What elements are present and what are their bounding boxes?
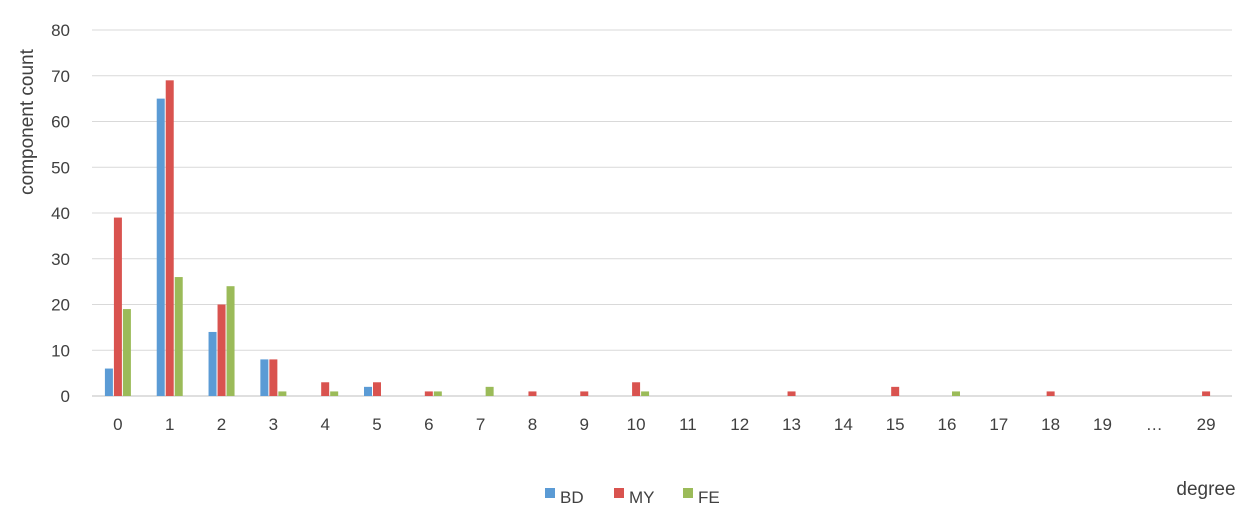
x-tick-label: 13 — [782, 415, 801, 434]
x-tick-label: 8 — [528, 415, 537, 434]
x-tick-label: 6 — [424, 415, 433, 434]
bar-fe — [433, 391, 442, 396]
bar-my — [269, 359, 278, 396]
x-tick-label: 18 — [1041, 415, 1060, 434]
x-tick-label: 19 — [1093, 415, 1112, 434]
gridlines — [92, 29, 1232, 397]
bar-fe — [641, 391, 650, 396]
x-tick-label: 12 — [730, 415, 749, 434]
bar-my — [424, 391, 433, 396]
x-tick-label: 16 — [938, 415, 957, 434]
legend-swatch-my — [614, 488, 624, 498]
bar-fe — [226, 286, 235, 396]
x-tick-label: 4 — [320, 415, 329, 434]
y-axis-title: component count — [17, 48, 38, 194]
x-tick-label: 14 — [834, 415, 853, 434]
x-tick-label: 2 — [217, 415, 226, 434]
x-tick-label: 7 — [476, 415, 485, 434]
bar-my — [580, 391, 589, 396]
y-tick-label: 40 — [51, 204, 70, 223]
x-tick-labels: 0 1 2 3 4 5 6 7 8 9 10 11 12 13 14 15 16 17 18 19… 29 — [113, 415, 1215, 434]
bar-my — [1046, 391, 1055, 396]
x-tick-label: 0 — [113, 415, 122, 434]
y-tick-label: 60 — [51, 113, 70, 132]
bar-bd — [208, 331, 217, 396]
legend-label-my: MY — [629, 488, 655, 507]
bar-my — [321, 382, 330, 396]
x-tick-label: … — [1146, 415, 1163, 434]
bar-fe — [952, 391, 960, 396]
y-tick-labels: 0 10 20 30 40 50 60 70 80 — [51, 21, 70, 406]
bar-bd — [104, 368, 113, 396]
legend-label-fe: FE — [698, 488, 720, 507]
bar-my — [113, 217, 122, 396]
bar-my — [217, 304, 226, 396]
x-tick-label: 10 — [627, 415, 646, 434]
legend-swatch-fe — [683, 488, 693, 498]
bar-bd — [364, 386, 372, 396]
bar-fe — [485, 386, 494, 396]
bar-bd — [156, 98, 165, 396]
y-tick-label: 80 — [51, 21, 70, 40]
bar-my — [1202, 391, 1211, 396]
bar-fe — [330, 391, 339, 396]
x-tick-label: 11 — [679, 415, 697, 434]
x-tick-label: 29 — [1197, 415, 1216, 434]
bar-my — [787, 391, 796, 396]
y-tick-label: 70 — [51, 67, 70, 86]
bar-my — [528, 391, 537, 396]
x-tick-label: 17 — [989, 415, 1008, 434]
x-axis-title: degree — [1176, 479, 1235, 500]
legend-label-bd: BD — [560, 488, 584, 507]
y-tick-label: 10 — [51, 341, 70, 360]
x-tick-label: 15 — [886, 415, 905, 434]
bars — [104, 80, 1211, 396]
bar-fe — [174, 277, 183, 396]
bar-fe — [122, 309, 131, 396]
x-tick-label: 9 — [580, 415, 589, 434]
y-tick-label: 20 — [51, 296, 70, 315]
y-tick-label: 50 — [51, 158, 70, 177]
x-tick-label: 5 — [372, 415, 381, 434]
x-tick-label: 3 — [269, 415, 278, 434]
bar-my — [373, 382, 381, 396]
legend: BD MY FE — [545, 488, 720, 507]
bar-my — [891, 386, 900, 396]
y-tick-label: 0 — [61, 387, 70, 406]
x-tick-label: 1 — [165, 415, 174, 434]
bar-bd — [260, 359, 269, 396]
bar-fe — [278, 391, 287, 396]
legend-swatch-bd — [545, 488, 555, 498]
bar-my — [165, 80, 174, 396]
y-tick-label: 30 — [51, 250, 70, 269]
bar-my — [632, 382, 641, 396]
